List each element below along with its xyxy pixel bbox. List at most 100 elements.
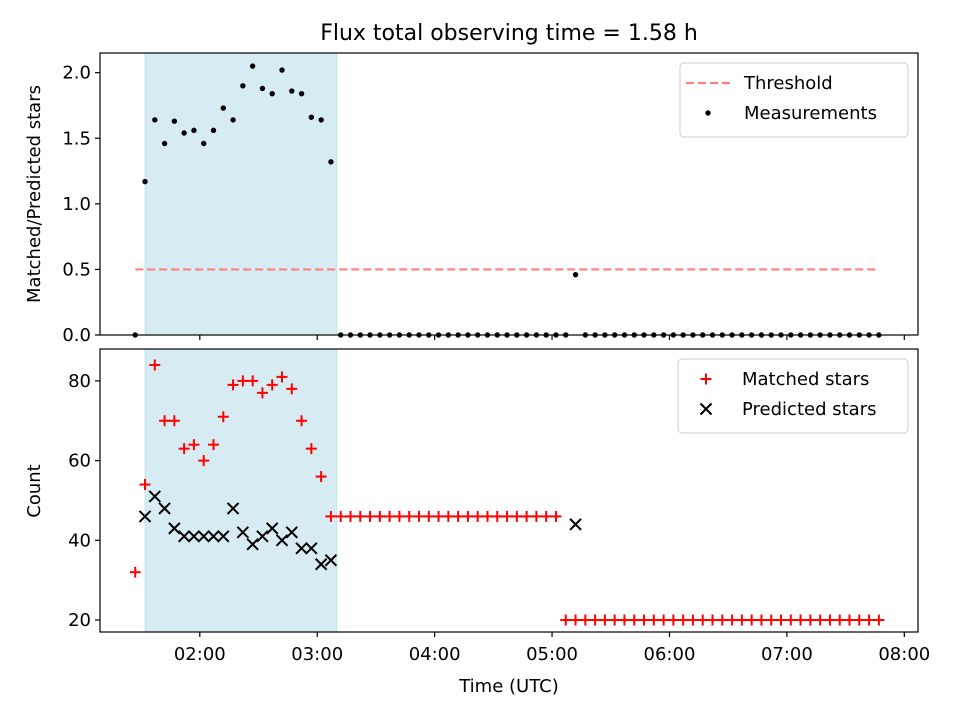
point-x-1-10-b <box>236 526 250 539</box>
point-plus-0-33 <box>452 510 464 522</box>
point-plus-0-72 <box>834 614 846 626</box>
point-x-1-3 <box>168 522 181 535</box>
point-dot-0-1-dot <box>142 178 148 185</box>
y-tick-label: 20 <box>68 610 91 631</box>
point-dot-0-20 <box>328 159 334 165</box>
point-x-1-7 <box>207 530 220 543</box>
point-plus-0-27 <box>393 510 405 522</box>
point-x-1-19-b <box>324 554 338 567</box>
point-plus-0-74 <box>853 614 865 626</box>
point-x-1-13-b <box>266 522 279 535</box>
point-plus-0-47 <box>589 614 601 626</box>
point-plus-0-37 <box>491 510 503 522</box>
point-dot-0-45-dot <box>572 271 579 278</box>
figure-title: Flux total observing time = 1.58 h <box>320 21 698 46</box>
point-plus-0-31 <box>433 510 445 522</box>
point-x-1-15-b <box>285 526 298 539</box>
point-plus-0-40 <box>521 510 533 522</box>
point-plus-0-32 <box>442 510 454 522</box>
point-plus-0-59 <box>707 614 719 626</box>
point-dot-0-18-dot <box>308 114 315 120</box>
point-plus-0-17 <box>296 415 308 427</box>
point-dot-0-15-dot <box>279 67 285 73</box>
point-dot-0-14-dot <box>269 90 275 97</box>
point-plus-0-57 <box>687 614 699 626</box>
point-x-1-16 <box>295 542 308 555</box>
point-plus-0-29 <box>413 510 425 522</box>
point-x-1-12 <box>256 530 269 543</box>
point-plus-0-23 <box>354 510 366 522</box>
point-x-1-9-b <box>226 502 240 515</box>
x-tick-label: 05:00 <box>526 644 578 665</box>
point-x-1-0 <box>138 510 152 523</box>
point-x-1-4-b <box>177 530 191 543</box>
point-plus-0-4 <box>168 415 180 427</box>
point-dot-0-4 <box>171 118 178 124</box>
point-x-1-20 <box>569 518 582 531</box>
point-dot-0-10-dot <box>230 117 236 123</box>
legend-label: Matched stars <box>742 369 869 390</box>
point-dot-0-13-dot <box>259 85 266 92</box>
y-tick-label: 0.5 <box>62 259 91 280</box>
point-plus-0-16 <box>286 383 298 395</box>
point-plus-0-11 <box>237 375 249 387</box>
point-x-1-20-b <box>569 518 582 531</box>
point-x-1-13 <box>266 522 279 535</box>
point-plus-0-8 <box>208 439 220 451</box>
point-plus-0-53 <box>648 614 660 626</box>
point-plus-0-49 <box>609 614 621 626</box>
point-x-1-8 <box>217 530 230 543</box>
y-tick-label: 60 <box>68 451 91 472</box>
point-x-1-5 <box>187 530 201 543</box>
y-tick-label: 0.0 <box>62 325 91 346</box>
legend-label: Threshold <box>743 73 833 94</box>
point-x-1-15 <box>285 526 298 539</box>
point-x-1-1 <box>148 490 162 503</box>
point-x-1-1-b <box>148 490 162 503</box>
point-dot-0-13 <box>259 85 266 92</box>
point-plus-0-25 <box>374 510 386 522</box>
point-dot-0-19 <box>318 117 324 123</box>
point-plus-0-43 <box>550 510 562 522</box>
point-x-1-18-b <box>314 558 328 571</box>
point-dot-0-16 <box>289 88 295 94</box>
point-plus-0-66 <box>775 614 787 626</box>
y-tick-label: 80 <box>68 371 91 392</box>
x-tick-label: 07:00 <box>761 644 813 665</box>
point-dot-0-5 <box>181 130 187 136</box>
legend: Threshold Measurements <box>679 62 909 138</box>
point-plus-0-41 <box>530 510 542 522</box>
x-tick-label: 02:00 <box>174 644 226 665</box>
point-dot-0-9-dot <box>220 105 226 111</box>
bottom-panel: 20 40 60 80 02:00 03:00 04:00 05:00 06:00 07:00 08… <box>68 348 930 665</box>
point-plus-0-14 <box>266 379 278 391</box>
point-plus-0-60 <box>716 614 728 626</box>
point-dot-0-3-dot <box>161 140 168 147</box>
point-plus-0-51 <box>628 614 640 626</box>
point-dot-0-1 <box>142 178 148 185</box>
shaded-span <box>144 52 338 336</box>
point-plus-0-0 <box>129 566 141 578</box>
point-x-1-19 <box>324 554 338 567</box>
point-plus-0-36 <box>481 510 493 522</box>
point-plus-0-20 <box>325 510 337 522</box>
axes-frame <box>99 52 919 336</box>
point-plus-0-34 <box>462 510 474 522</box>
shaded-span <box>144 348 338 633</box>
legend-handle-1-dot <box>705 110 711 116</box>
top-y-axis-label: Matched/Predicted stars <box>24 85 45 303</box>
point-plus-0-24 <box>364 510 376 522</box>
y-tick-label: 40 <box>68 530 91 551</box>
point-dot-0-18 <box>308 114 315 120</box>
point-plus-0-67 <box>785 614 797 626</box>
point-dot-0-2 <box>152 117 158 123</box>
point-plus-0-45 <box>570 614 582 626</box>
x-tick-label: 04:00 <box>409 644 461 665</box>
point-dot-0-5-dot <box>181 130 187 136</box>
point-dot-0-7-dot <box>201 140 207 147</box>
y-tick-label: 1.0 <box>62 194 91 215</box>
point-x-1-4 <box>177 530 191 543</box>
point-plus-0-12 <box>247 375 259 387</box>
point-x-1-6-b <box>197 530 210 543</box>
